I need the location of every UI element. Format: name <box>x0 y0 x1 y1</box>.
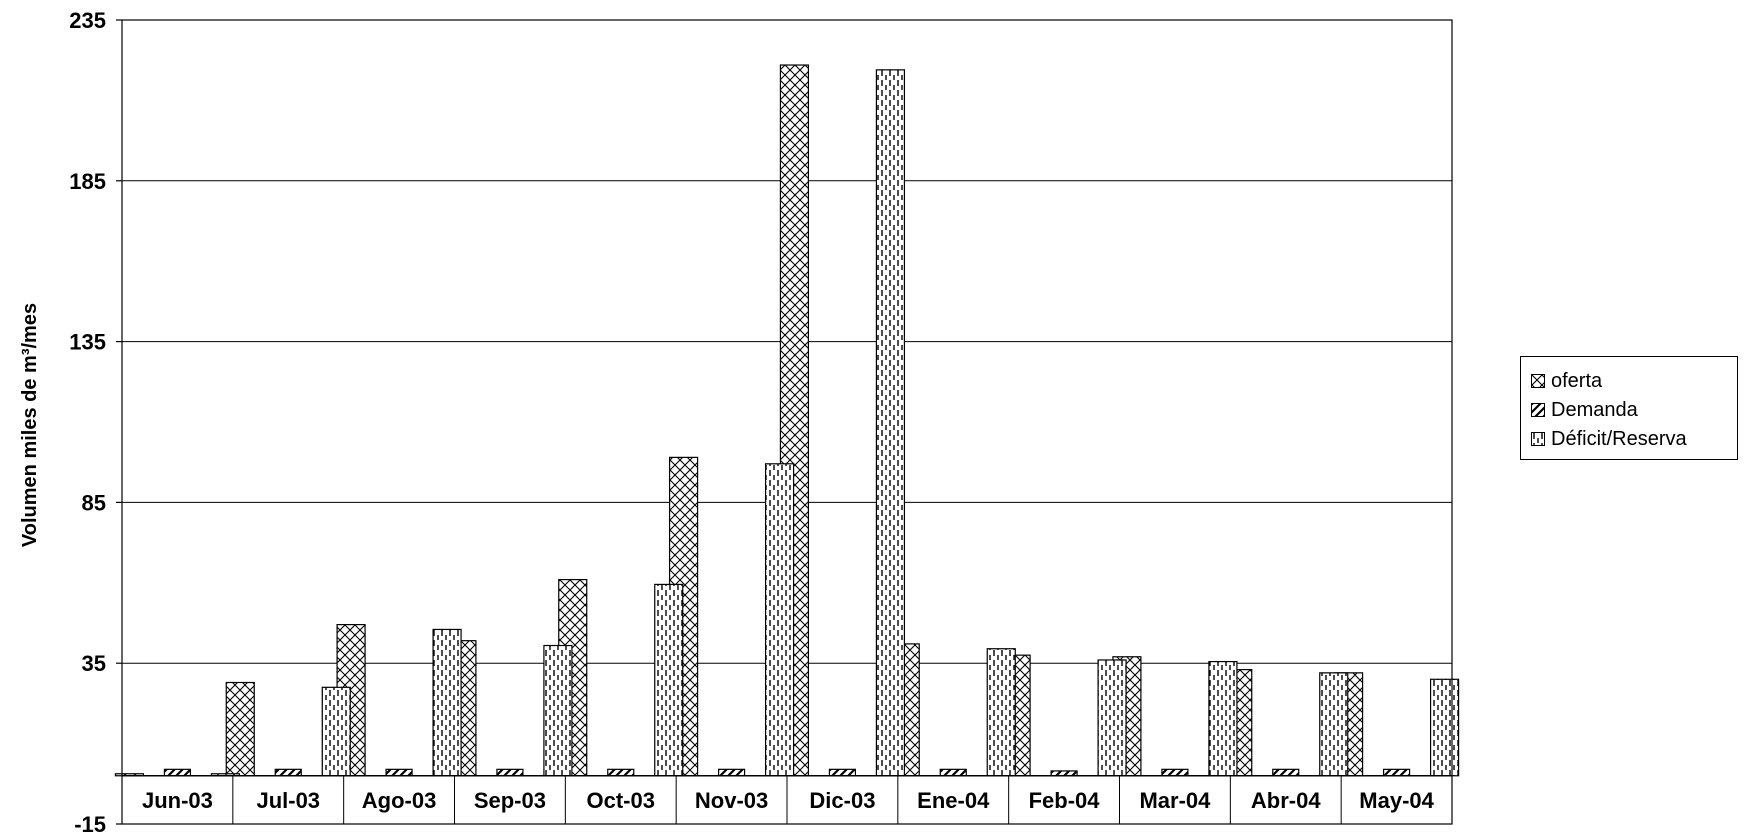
bar-demanda-jul-03 <box>274 768 302 777</box>
bar-d-ficit-reserva-ago-03 <box>432 628 462 777</box>
legend: oferta Demanda Déficit/Reserva <box>1520 356 1738 460</box>
bar-demanda-dic-03 <box>828 768 857 777</box>
x-tick-label: Sep-03 <box>474 788 546 813</box>
y-tick-label: -15 <box>74 812 106 837</box>
x-tick-labels: Jun-03 Jul-03 Ago-03 Sep-03 Oct-03 Nov-03 Dic-… <box>142 788 1435 813</box>
y-tick-label: 185 <box>69 169 106 194</box>
bar-d-ficit-reserva-feb-04 <box>1097 659 1127 777</box>
bar-d-ficit-reserva-dic-03 <box>875 69 906 777</box>
x-tick-label: May-04 <box>1359 788 1434 813</box>
legend-swatch-deficit-reserva <box>1531 432 1545 446</box>
y-tick-label: 235 <box>69 8 106 33</box>
x-tick-label: Jun-03 <box>142 788 213 813</box>
bar-d-ficit-reserva-nov-03 <box>764 463 795 777</box>
legend-swatch-demanda <box>1531 403 1545 417</box>
bar-oferta-jul-03 <box>225 681 255 777</box>
x-tick-label: Abr-04 <box>1251 788 1321 813</box>
x-tick-label: Ago-03 <box>362 788 437 813</box>
x-tick-label: Dic-03 <box>809 788 875 813</box>
x-tick-label: Nov-03 <box>695 788 768 813</box>
x-tick-label: Ene-04 <box>917 788 990 813</box>
y-tick-label: 85 <box>82 490 106 515</box>
axes <box>116 19 1453 825</box>
x-tick-label: Oct-03 <box>587 788 655 813</box>
bar-d-ficit-reserva-ene-04 <box>986 648 1016 777</box>
bars <box>114 64 1460 777</box>
y-tick-label: 135 <box>69 330 106 355</box>
y-tick-label: 35 <box>82 651 106 676</box>
x-tick-label: Feb-04 <box>1029 788 1101 813</box>
legend-label-oferta: oferta <box>1551 369 1603 392</box>
bar-demanda-mar-04 <box>1161 768 1189 777</box>
bar-demanda-jun-03 <box>163 768 192 777</box>
bar-demanda-feb-04 <box>1050 770 1078 777</box>
bar-d-ficit-reserva-abr-04 <box>1319 672 1349 777</box>
bar-demanda-may-04 <box>1382 768 1411 777</box>
y-tick-labels: 235 185 135 85 35 -15 <box>69 8 106 837</box>
bar-demanda-abr-04 <box>1272 768 1300 777</box>
bar-demanda-ago-03 <box>385 768 413 777</box>
x-tick-label: Mar-04 <box>1139 788 1211 813</box>
bar-d-ficit-reserva-jul-03 <box>321 686 351 777</box>
bar-demanda-nov-03 <box>717 768 746 777</box>
legend-swatch-oferta <box>1531 374 1545 388</box>
bar-d-ficit-reserva-may-04 <box>1429 678 1460 777</box>
bar-demanda-oct-03 <box>607 768 635 777</box>
y-axis-label: Volumen miles de m³/mes <box>19 303 41 547</box>
bar-d-ficit-reserva-mar-04 <box>1208 660 1238 777</box>
bar-demanda-ene-04 <box>939 768 967 777</box>
bar-d-ficit-reserva-oct-03 <box>654 583 684 777</box>
legend-item-deficit-reserva: Déficit/Reserva <box>1531 425 1687 453</box>
legend-item-oferta: oferta <box>1531 367 1602 395</box>
legend-item-demanda: Demanda <box>1531 396 1638 424</box>
x-tick-label: Jul-03 <box>256 788 320 813</box>
legend-label-deficit-reserva: Déficit/Reserva <box>1551 427 1687 450</box>
bar-demanda-sep-03 <box>496 768 524 777</box>
bar-d-ficit-reserva-sep-03 <box>543 644 573 777</box>
legend-label-demanda: Demanda <box>1551 398 1638 421</box>
